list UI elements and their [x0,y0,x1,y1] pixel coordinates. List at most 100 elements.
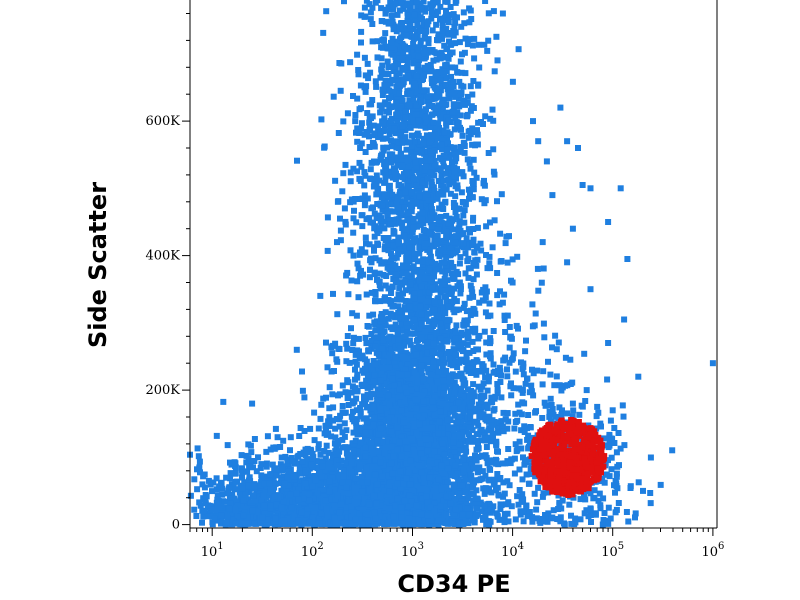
scatter-point [340,118,347,125]
scatter-point [371,233,378,240]
scatter-point [442,337,449,344]
scatter-point [343,340,350,347]
scatter-point [323,394,329,401]
scatter-point [425,102,432,109]
scatter-point [487,115,494,122]
scatter-point [333,356,340,363]
scatter-point [402,199,409,206]
scatter-point [491,171,498,178]
scatter-point [407,375,413,382]
scatter-point [399,361,405,368]
scatter-point [351,207,357,214]
scatter-point [339,188,346,195]
scatter-point [443,212,450,219]
scatter-point [479,508,486,515]
scatter-point [465,226,472,233]
scatter-point [417,398,424,405]
scatter-point [469,398,476,405]
scatter-point [388,250,394,257]
scatter-point [404,59,411,66]
scatter-point [388,158,395,164]
scatter-point [467,508,474,515]
scatter-point [412,52,419,59]
scatter-point [471,169,478,176]
scatter-point [429,278,435,285]
scatter-point [407,124,414,131]
scatter-point [483,367,490,374]
scatter-point [420,50,427,57]
scatter-point [458,516,464,523]
scatter-point [341,420,348,427]
scatter-point [404,12,411,19]
scatter-point [398,135,405,142]
scatter-point [402,134,409,141]
scatter-point [379,202,386,209]
scatter-point [472,310,479,317]
scatter-point [437,213,444,220]
scatter-point [433,56,440,63]
scatter-point [351,453,358,460]
scatter-point [482,294,489,301]
scatter-point [369,113,376,120]
scatter-point [396,308,403,315]
scatter-point [414,379,421,386]
scatter-point [435,120,442,127]
scatter-point [415,8,422,15]
scatter-point [396,209,403,216]
scatter-point [464,341,471,348]
scatter-point [294,157,300,164]
scatter-point [386,201,393,208]
scatter-point [443,110,450,117]
scatter-point [344,377,351,384]
scatter-point [467,83,474,90]
scatter-point [452,64,459,71]
scatter-point [379,135,386,142]
scatter-point [406,380,413,387]
scatter-point [443,54,449,60]
scatter-point [399,281,405,288]
scatter-point [329,391,336,398]
scatter-point [435,344,441,351]
scatter-point [469,91,476,98]
scatter-point [356,130,363,136]
scatter-point [399,97,406,104]
scatter-point [449,64,456,71]
scatter-point [431,144,438,151]
scatter-point [428,223,435,230]
scatter-point [457,112,464,119]
scatter-point [480,380,487,387]
scatter-point [374,54,381,61]
scatter-point [473,438,480,444]
scatter-point [443,0,449,5]
scatter-point [410,118,417,124]
scatter-point [403,270,410,277]
scatter-point [411,324,418,331]
scatter-point [460,240,467,247]
scatter-point [397,82,403,89]
scatter-point [454,247,461,254]
scatter-point [353,361,360,368]
scatter-point [515,46,522,53]
scatter-point [385,285,392,292]
scatter-point [347,169,354,176]
scatter-point [389,408,396,415]
scatter-point [367,69,374,76]
scatter-point [407,420,414,426]
scatter-point [424,217,430,224]
scatter-point [318,116,325,123]
scatter-point [498,418,505,425]
scatter-point [486,413,493,420]
scatter-point [484,47,491,54]
scatter-point [390,89,397,95]
scatter-point [392,354,399,361]
scatter-point [391,478,397,485]
scatter-point [407,1,414,8]
scatter-point [452,93,459,100]
scatter-point [364,129,370,135]
scatter-point [420,135,427,142]
scatter-point [416,122,422,129]
scatter-point [408,149,415,156]
scatter-point [416,278,423,284]
scatter-point [439,27,446,34]
scatter-point [369,4,376,11]
